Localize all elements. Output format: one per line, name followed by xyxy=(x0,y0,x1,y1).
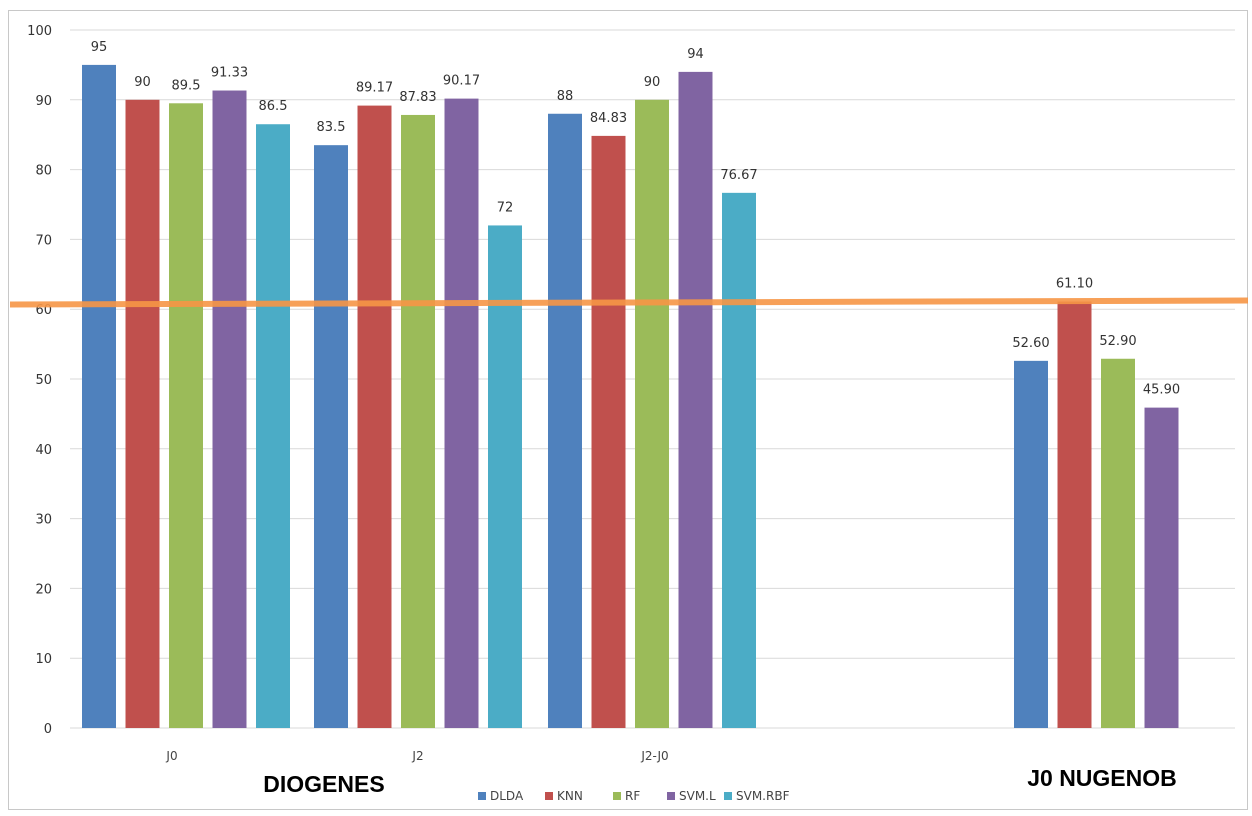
legend-swatch-rf xyxy=(613,792,621,800)
legend-swatch-svm-l xyxy=(667,792,675,800)
data-label-dlda-2: 88 xyxy=(557,89,574,104)
bar-svm-rbf-1 xyxy=(488,225,522,728)
data-label-svm-l-1: 90.17 xyxy=(443,74,480,89)
bar-rf-3 xyxy=(1101,358,1135,728)
bar-knn-3 xyxy=(1057,301,1092,728)
bar-svm-l-2 xyxy=(678,71,713,728)
bar-dlda-1 xyxy=(314,145,348,729)
bar-knn-1 xyxy=(357,105,392,729)
y-tick-label-50: 50 xyxy=(35,373,52,388)
legend-label-svm-l: SVM.L xyxy=(679,789,716,803)
x-category-label-1: J2 xyxy=(411,749,423,763)
category-labels: J0 J2 J2-J0 xyxy=(165,749,668,763)
bar-svm-rbf-2 xyxy=(722,192,756,729)
group-labels: DIOGENES J0 NUGENOB xyxy=(263,765,1176,797)
data-label-svm-l-3: 45.90 xyxy=(1143,383,1180,398)
legend-label-knn: KNN xyxy=(557,789,583,803)
legend-label-svm-rbf: SVM.RBF xyxy=(736,789,790,803)
bar-rf-0 xyxy=(169,103,203,729)
y-tick-label-30: 30 xyxy=(35,513,52,528)
reference-line-group xyxy=(9,297,1249,308)
y-tick-label-0: 0 xyxy=(44,722,52,737)
bar-dlda-2 xyxy=(548,113,582,728)
data-label-rf-0: 89.5 xyxy=(172,78,201,93)
data-labels: 95 90 89.5 91.33 86.5 83.5 89.17 87.83 90.17 72 88… xyxy=(91,40,1180,398)
bar-svm-l-3 xyxy=(1144,407,1179,728)
data-label-svm-l-2: 94 xyxy=(687,47,704,62)
reference-line xyxy=(9,297,1249,308)
bar-svm-l-1 xyxy=(444,98,479,728)
data-label-knn-0: 90 xyxy=(134,75,151,90)
data-label-knn-3: 61.10 xyxy=(1056,277,1093,292)
legend-label-dlda: DLDA xyxy=(490,789,524,803)
data-label-rf-1: 87.83 xyxy=(399,90,436,105)
legend-swatch-svm-rbf xyxy=(724,792,732,800)
data-label-svm-rbf-1: 72 xyxy=(497,200,514,215)
y-tick-label-10: 10 xyxy=(35,652,52,667)
x-category-label-0: J0 xyxy=(165,749,177,763)
x-category-label-2: J2-J0 xyxy=(640,749,668,763)
bar-rf-2 xyxy=(635,99,669,729)
data-label-knn-1: 89.17 xyxy=(356,81,393,96)
bar-dlda-3 xyxy=(1014,360,1048,728)
data-label-knn-2: 84.83 xyxy=(590,111,627,126)
data-label-dlda-0: 95 xyxy=(91,40,108,55)
legend-label-rf: RF xyxy=(625,789,640,803)
bars xyxy=(82,64,1179,729)
legend: DLDA KNN RF SVM.L SVM.RBF xyxy=(478,789,790,803)
bar-rf-1 xyxy=(401,114,435,729)
y-tick-label-40: 40 xyxy=(35,443,52,458)
bar-knn-2 xyxy=(591,135,626,728)
data-label-dlda-1: 83.5 xyxy=(317,120,346,135)
bar-svm-l-0 xyxy=(212,90,247,728)
legend-swatch-dlda xyxy=(478,792,486,800)
data-label-svm-rbf-0: 86.5 xyxy=(259,99,288,114)
bar-dlda-0 xyxy=(82,64,116,728)
group-label-nugenob: J0 NUGENOB xyxy=(1027,765,1177,791)
y-tick-label-20: 20 xyxy=(35,582,52,597)
data-label-rf-3: 52.90 xyxy=(1099,334,1136,349)
legend-swatch-knn xyxy=(545,792,553,800)
y-tick-label-100: 100 xyxy=(27,24,52,39)
bar-knn-0 xyxy=(125,99,160,729)
data-label-svm-rbf-2: 76.67 xyxy=(720,168,757,183)
data-label-svm-l-0: 91.33 xyxy=(211,66,248,81)
data-label-dlda-3: 52.60 xyxy=(1012,336,1049,351)
group-label-diogenes: DIOGENES xyxy=(263,771,384,797)
bar-svm-rbf-0 xyxy=(256,124,290,729)
y-tick-label-80: 80 xyxy=(35,164,52,179)
y-tick-label-70: 70 xyxy=(35,233,52,248)
y-tick-label-90: 90 xyxy=(35,94,52,109)
data-label-rf-2: 90 xyxy=(644,75,661,90)
